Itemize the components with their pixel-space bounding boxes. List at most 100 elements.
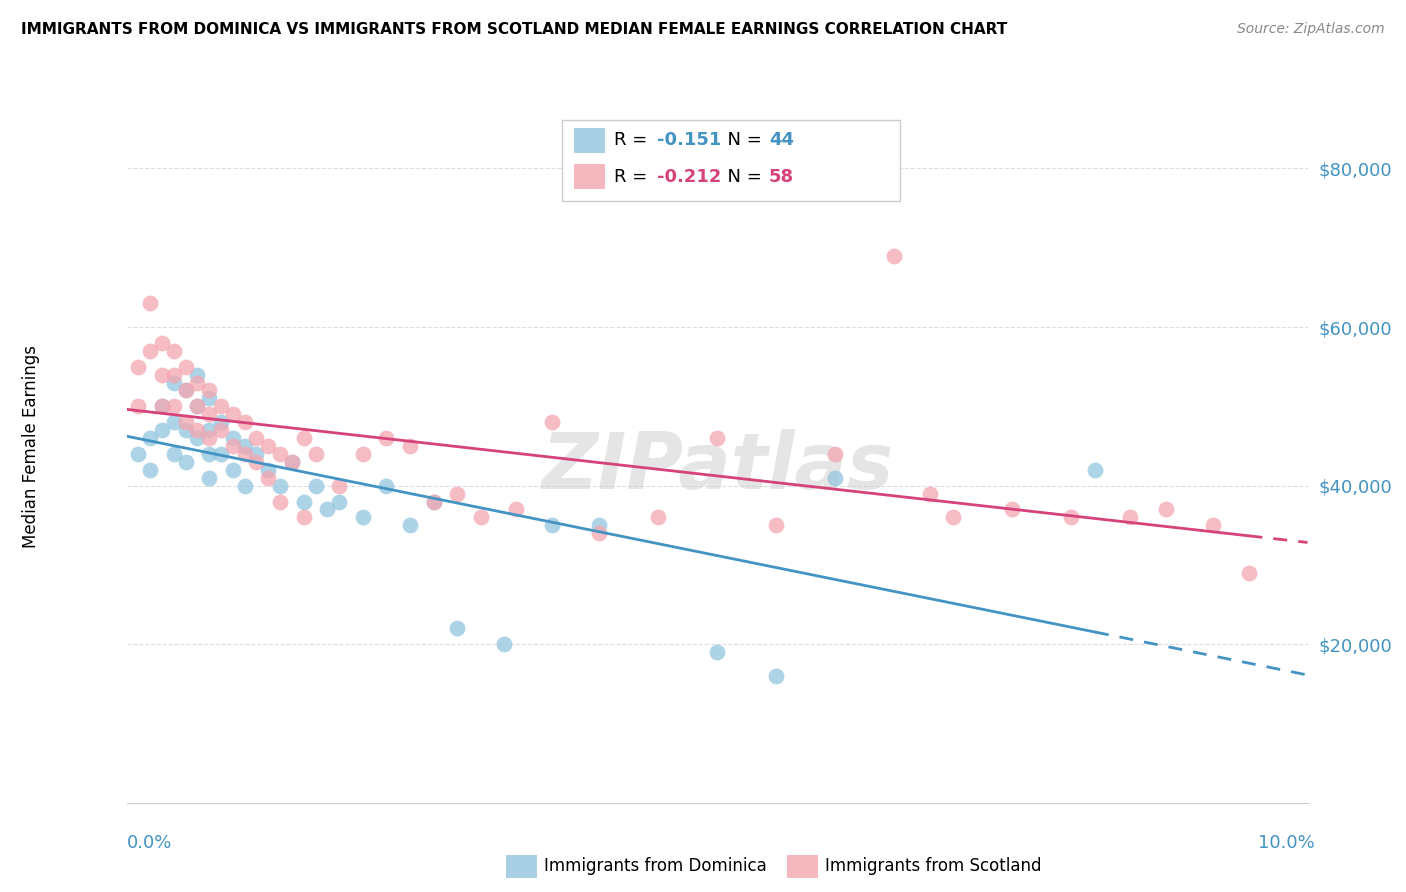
Point	[150, 335, 173, 350]
Point	[174, 359, 197, 374]
Point	[1237, 566, 1260, 580]
Point	[1154, 502, 1177, 516]
Point	[824, 471, 846, 485]
Point	[209, 415, 232, 429]
Point	[304, 478, 326, 492]
Point	[494, 637, 516, 651]
Text: 44: 44	[769, 131, 794, 149]
Point	[198, 423, 221, 437]
Point	[139, 296, 162, 310]
Point	[233, 439, 256, 453]
Point	[399, 439, 422, 453]
Point	[209, 423, 232, 437]
Point	[198, 431, 221, 445]
Text: Median Female Earnings: Median Female Earnings	[22, 344, 39, 548]
Point	[245, 447, 267, 461]
Point	[186, 376, 208, 390]
Point	[150, 423, 173, 437]
Text: Immigrants from Scotland: Immigrants from Scotland	[825, 857, 1042, 875]
Point	[942, 510, 965, 524]
Point	[588, 526, 610, 541]
Text: 10.0%: 10.0%	[1258, 834, 1315, 852]
Point	[163, 415, 186, 429]
Point	[292, 494, 315, 508]
Point	[292, 431, 315, 445]
Point	[139, 463, 162, 477]
Text: Immigrants from Dominica: Immigrants from Dominica	[544, 857, 766, 875]
Text: -0.151: -0.151	[657, 131, 721, 149]
Point	[647, 510, 669, 524]
Point	[150, 400, 173, 414]
Point	[209, 400, 232, 414]
Point	[222, 431, 245, 445]
Point	[198, 384, 221, 398]
Point	[174, 423, 197, 437]
Point	[233, 478, 256, 492]
Point	[139, 343, 162, 358]
Point	[352, 447, 374, 461]
Point	[765, 518, 787, 533]
Text: -0.212: -0.212	[657, 168, 721, 186]
Point	[174, 384, 197, 398]
Point	[186, 431, 208, 445]
Point	[446, 486, 468, 500]
Point	[540, 518, 562, 533]
Point	[918, 486, 941, 500]
Point	[233, 415, 256, 429]
Point	[186, 400, 208, 414]
Point	[883, 249, 905, 263]
Point	[470, 510, 492, 524]
Point	[281, 455, 304, 469]
Text: 58: 58	[769, 168, 794, 186]
Point	[269, 494, 291, 508]
Point	[269, 478, 291, 492]
Text: Source: ZipAtlas.com: Source: ZipAtlas.com	[1237, 22, 1385, 37]
Text: ZIPatlas: ZIPatlas	[541, 429, 893, 506]
Point	[163, 447, 186, 461]
Point	[328, 478, 350, 492]
Point	[198, 392, 221, 406]
Point	[281, 455, 304, 469]
Point	[209, 447, 232, 461]
Point	[198, 447, 221, 461]
Point	[352, 510, 374, 524]
Point	[292, 510, 315, 524]
Point	[163, 376, 186, 390]
Point	[328, 494, 350, 508]
Point	[1001, 502, 1024, 516]
Point	[127, 359, 149, 374]
Point	[399, 518, 422, 533]
Text: 0.0%: 0.0%	[127, 834, 172, 852]
Text: R =: R =	[614, 131, 654, 149]
Point	[1060, 510, 1083, 524]
Text: IMMIGRANTS FROM DOMINICA VS IMMIGRANTS FROM SCOTLAND MEDIAN FEMALE EARNINGS CORR: IMMIGRANTS FROM DOMINICA VS IMMIGRANTS F…	[21, 22, 1007, 37]
Point	[706, 645, 728, 659]
Point	[174, 455, 197, 469]
Text: R =: R =	[614, 168, 654, 186]
Point	[163, 368, 186, 382]
Point	[540, 415, 562, 429]
Point	[127, 400, 149, 414]
Point	[150, 400, 173, 414]
Point	[304, 447, 326, 461]
Point	[174, 415, 197, 429]
Point	[505, 502, 527, 516]
Point	[127, 447, 149, 461]
Point	[824, 447, 846, 461]
Point	[222, 463, 245, 477]
Point	[1202, 518, 1225, 533]
Point	[186, 368, 208, 382]
Point	[222, 407, 245, 421]
Point	[765, 669, 787, 683]
Point	[446, 621, 468, 635]
Point	[163, 400, 186, 414]
Point	[186, 423, 208, 437]
Point	[139, 431, 162, 445]
Point	[163, 343, 186, 358]
Point	[257, 463, 280, 477]
Point	[269, 447, 291, 461]
Point	[245, 431, 267, 445]
Point	[1119, 510, 1142, 524]
Point	[198, 471, 221, 485]
Point	[245, 455, 267, 469]
